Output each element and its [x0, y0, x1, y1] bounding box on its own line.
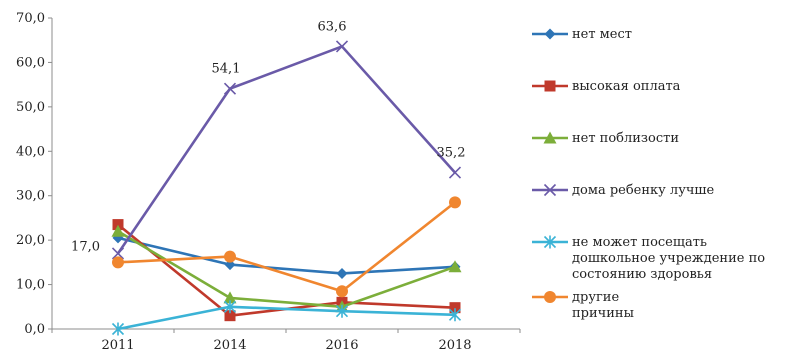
legend-symbol [543, 183, 557, 197]
legend-marker [532, 290, 568, 304]
series-line [116, 45, 456, 255]
data-point [224, 250, 236, 263]
legend-label: нет мест [572, 27, 632, 42]
data-point [111, 224, 125, 237]
legend-item: высокая оплата [532, 79, 680, 95]
legend-item: нет мест [532, 27, 632, 43]
x-tick-label: 2018 [438, 338, 471, 353]
y-tick-label: 0,0 [24, 322, 45, 337]
legend-symbol [544, 28, 556, 40]
data-point [223, 82, 237, 95]
series-4 [111, 40, 462, 260]
data-point [336, 267, 348, 279]
legend-item: не может посещать дошкольное учреждение … [532, 235, 765, 283]
data-point [335, 304, 349, 318]
data-point [223, 300, 237, 314]
data-point [448, 308, 462, 322]
legend-marker [532, 235, 568, 249]
data-point [335, 40, 349, 53]
chart-legend: нет мест высокая оплата нет поблизости дома… [532, 0, 790, 354]
data-point [224, 310, 236, 322]
line-chart-plot: 0,0 10,0 20,0 30,0 40,0 50,0 60,0 70,0 2011 2014 2… [16, 11, 521, 353]
data-point [112, 219, 124, 231]
x-tick-label: 2014 [213, 338, 246, 353]
data-point [449, 196, 461, 209]
data-label: 63,6 [318, 19, 347, 34]
data-label: 35,2 [437, 146, 466, 161]
legend-symbol [543, 131, 557, 144]
data-point [223, 291, 237, 304]
x-tick-label: 2011 [101, 338, 134, 353]
legend-marker [532, 131, 568, 145]
legend-label: дома ребенку лучше [572, 183, 715, 198]
series-line [117, 305, 456, 331]
legend-symbol [543, 235, 557, 249]
legend-symbol [544, 291, 556, 303]
y-tick-label: 50,0 [16, 100, 45, 115]
y-tick-label: 10,0 [16, 278, 45, 293]
data-label: 54,1 [212, 62, 241, 77]
data-point [448, 166, 462, 179]
legend-marker [532, 79, 568, 93]
x-tick-label: 2016 [325, 338, 358, 353]
data-point [336, 285, 348, 298]
legend-item: нет поблизости [532, 131, 679, 147]
legend-item: дома ребенку лучше [532, 183, 714, 199]
data-label: 17,0 [71, 239, 100, 254]
y-tick-label: 60,0 [16, 55, 45, 70]
data-point [111, 322, 125, 336]
series-line [117, 230, 456, 309]
legend-label: не может посещать дошкольное учреждение … [572, 235, 766, 282]
data-point [111, 247, 125, 260]
y-tick-label: 40,0 [16, 144, 45, 159]
data-point [449, 302, 461, 314]
legend-marker [532, 183, 568, 197]
legend-item: другие причины [532, 290, 634, 322]
legend-marker [532, 27, 568, 41]
series-line [117, 236, 456, 275]
series-3 [111, 224, 462, 313]
series-line [117, 201, 456, 293]
y-tick-label: 70,0 [16, 11, 45, 26]
y-tick-label: 20,0 [16, 233, 45, 248]
y-tick-label: 30,0 [16, 189, 45, 204]
legend-symbol [544, 80, 556, 92]
legend-label: другие причины [572, 290, 634, 321]
series-5 [111, 300, 462, 336]
data-point [112, 256, 124, 269]
data-point [448, 260, 462, 273]
legend-label: нет поблизости [572, 131, 679, 146]
legend-label: высокая оплата [572, 79, 681, 94]
series-6 [112, 196, 461, 298]
